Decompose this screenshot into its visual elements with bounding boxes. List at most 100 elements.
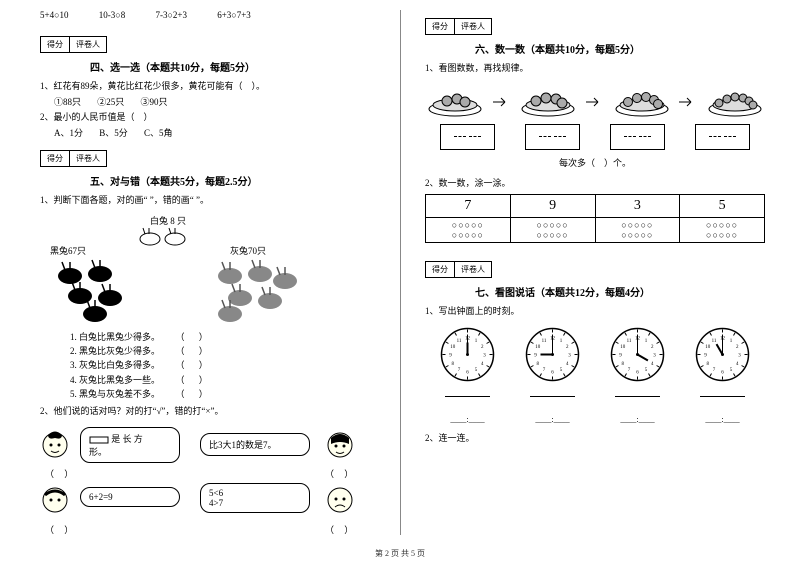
pattern-text: 每次多（ ）个。 [425, 156, 765, 169]
face-icon [325, 485, 355, 515]
clock-face: 121234567891011 [595, 327, 680, 399]
zeros-cell: ○○○○○○○○○○ [680, 218, 765, 243]
opt-3: ③90只 [141, 97, 168, 107]
clock-face: 121234567891011 [680, 327, 765, 399]
judge-5: 5. 黑兔与灰兔差不多。 [70, 389, 160, 399]
num-cell: 3 [595, 195, 680, 218]
paren: （ ） [325, 523, 357, 536]
time-colon-blank: ____:____ [620, 407, 654, 424]
count-table: 7 9 3 5 ○○○○○○○○○○ ○○○○○○○○○○ ○○○○○○○○○○… [425, 194, 765, 243]
svg-text:10: 10 [620, 345, 626, 350]
speech-area: 是 长 方 形。 比3大1的数是7。 （ ） （ ） 6+2=9 5<6 4>7… [40, 425, 380, 535]
paren: （ ） [45, 467, 77, 480]
time-blank [700, 387, 745, 397]
score-label: 得分 [41, 37, 70, 52]
clock-row: 121234567891011 121234567891011 12123456… [425, 327, 765, 399]
svg-text:10: 10 [450, 345, 456, 350]
svg-text:10: 10 [705, 345, 711, 350]
reviewer-label: 评卷人 [455, 19, 491, 34]
face-icon [325, 430, 355, 460]
svg-text:11: 11 [457, 338, 462, 343]
clock-face: 121234567891011 [510, 327, 595, 399]
white-rabbits [135, 224, 195, 249]
expr-3: 7-3○2+3 [155, 10, 187, 20]
arrow-icon [586, 96, 604, 108]
sec6-q1: 1、看图数数，再找规律。 [425, 62, 765, 76]
bubble-1: 是 长 方 形。 [80, 427, 180, 463]
zeros-cell: ○○○○○○○○○○ [426, 218, 511, 243]
time-blank [445, 387, 490, 397]
sec4-q1-opts: ①88只 ②25只 ③90只 [40, 96, 380, 110]
paren: （ ） [45, 523, 77, 536]
clock-face: 121234567891011 [425, 327, 510, 399]
plate-icon [612, 87, 672, 117]
bubble-1-text-b: 形。 [89, 447, 107, 457]
opt-2: ②25只 [97, 97, 124, 107]
sec5-q2: 2、他们说的话对吗？对的打“√”，错的打“×”。 [40, 405, 380, 419]
plate-icon [705, 87, 765, 117]
bubble-4b: 4>7 [209, 498, 223, 508]
paren: （ ） [325, 467, 357, 480]
sec4-q2: 2、最小的人民币值是（ ） [40, 111, 380, 125]
black-rabbits [50, 256, 140, 326]
paren: （ ） [180, 332, 214, 342]
judge-3: 3. 灰兔比白兔多得多。 [70, 360, 160, 370]
rabbit-diagram: 白兔 8 只 黑兔67只 灰兔70只 [40, 214, 380, 324]
fill-box [525, 124, 580, 150]
judge-4: 4. 灰兔比黑兔多一些。 [70, 375, 160, 385]
arrow-icon [493, 96, 511, 108]
sec6-q2: 2、数一数，涂一涂。 [425, 177, 765, 191]
fill-box [440, 124, 495, 150]
expr-1: 5+4○10 [40, 10, 69, 20]
score-label: 得分 [426, 262, 455, 277]
score-label: 得分 [426, 19, 455, 34]
sec5-intro: 1、判断下面各题，对的画“ ”，错的画“ ”。 [40, 194, 380, 208]
section-7-title: 七、看图说话（本题共12分，每题4分） [475, 284, 765, 299]
expr-4: 6+3○7+3 [217, 10, 251, 20]
plate-icon [425, 87, 485, 117]
apple-row [425, 82, 765, 122]
paren: （ ） [180, 375, 214, 385]
num-cell: 5 [680, 195, 765, 218]
sec7-q2: 2、连一连。 [425, 432, 765, 446]
sec4-q2-opts: A、1分 B、5分 C、5角 [40, 127, 380, 141]
expr-2: 10-3○8 [99, 10, 125, 20]
reviewer-label: 评卷人 [70, 151, 106, 166]
section-5-title: 五、对与错（本题共5分，每题2.5分） [90, 173, 380, 188]
judge-list: 1. 白兔比黑兔少得多。 （ ） 2. 黑兔比灰兔少得多。 （ ） 3. 灰兔比白兔… [70, 330, 380, 402]
face-icon [40, 430, 70, 460]
score-box-sec4: 得分 评卷人 [40, 36, 107, 53]
time-blank [615, 387, 660, 397]
rect-icon [89, 436, 109, 444]
judge-2: 2. 黑兔比灰兔少得多。 [70, 346, 160, 356]
score-box-sec5: 得分 评卷人 [40, 150, 107, 167]
grey-rabbits [210, 256, 300, 326]
fill-box [610, 124, 665, 150]
face-icon [40, 485, 70, 515]
page-footer: 第 2 页 共 5 页 [0, 548, 800, 559]
score-box-sec6: 得分 评卷人 [425, 18, 492, 35]
time-blank [530, 387, 575, 397]
bubble-4: 5<6 4>7 [200, 483, 310, 513]
score-label: 得分 [41, 151, 70, 166]
score-box-sec7: 得分 评卷人 [425, 261, 492, 278]
judge-1: 1. 白兔比黑兔少得多。 [70, 332, 160, 342]
num-cell: 9 [510, 195, 595, 218]
fill-box-row [425, 124, 765, 150]
bubble-4a: 5<6 [209, 488, 223, 498]
clock-blank-row: ____:________:________:________:____ [425, 407, 765, 424]
reviewer-label: 评卷人 [455, 262, 491, 277]
paren: （ ） [180, 346, 214, 356]
sec7-q1: 1、写出钟面上的时刻。 [425, 305, 765, 319]
section-4-title: 四、选一选（本题共10分，每题5分） [90, 59, 380, 74]
plate-icon [518, 87, 578, 117]
svg-text:11: 11 [627, 338, 632, 343]
opt-c: C、5角 [144, 128, 173, 138]
comparison-expressions: 5+4○10 10-3○8 7-3○2+3 6+3○7+3 [40, 10, 380, 20]
sec4-q1: 1、红花有89朵，黄花比红花少很多，黄花可能有（ ）。 [40, 80, 380, 94]
svg-text:10: 10 [535, 345, 541, 350]
bubble-3: 6+2=9 [80, 487, 180, 507]
time-colon-blank: ____:____ [705, 407, 739, 424]
opt-b: B、5分 [99, 128, 128, 138]
section-6-title: 六、数一数（本题共10分，每题5分） [475, 41, 765, 56]
